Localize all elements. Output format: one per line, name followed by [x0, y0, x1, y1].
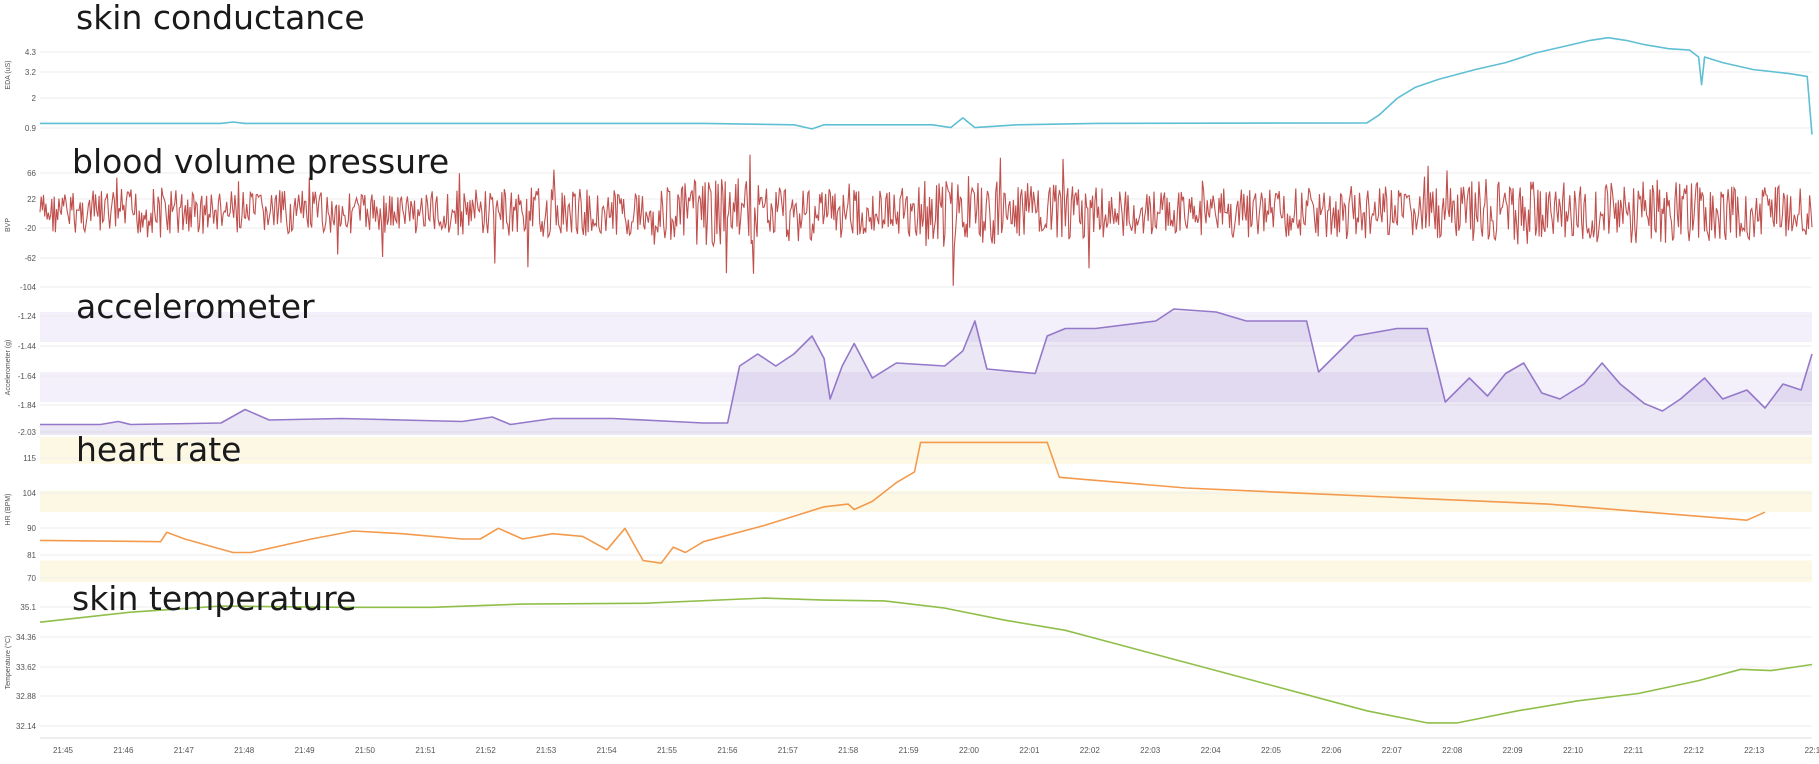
ytick-acc-1: -1.44	[18, 342, 37, 351]
xtick-6: 21:51	[415, 746, 436, 755]
xtick-16: 22:01	[1019, 746, 1040, 755]
xtick-24: 22:09	[1503, 746, 1524, 755]
xtick-12: 21:57	[778, 746, 799, 755]
xtick-22: 22:07	[1382, 746, 1403, 755]
ytick-eda-1: 3.2	[25, 68, 37, 77]
xtick-29: 22:14	[1805, 746, 1819, 755]
xtick-4: 21:49	[295, 746, 316, 755]
xtick-15: 22:00	[959, 746, 980, 755]
xtick-11: 21:56	[717, 746, 738, 755]
ytick-bvp-3: -62	[24, 254, 36, 263]
panel-title-acc: accelerometer	[76, 287, 315, 326]
ytick-eda-0: 4.3	[25, 48, 37, 57]
ytick-temp-3: 32.88	[16, 692, 37, 701]
xtick-17: 22:02	[1080, 746, 1101, 755]
xtick-2: 21:47	[174, 746, 195, 755]
xtick-9: 21:54	[597, 746, 618, 755]
band-acc-1	[40, 372, 1812, 402]
ytick-hr-2: 90	[27, 524, 36, 533]
xtick-13: 21:58	[838, 746, 859, 755]
ytick-temp-1: 34.36	[16, 633, 37, 642]
xtick-3: 21:48	[234, 746, 255, 755]
xtick-0: 21:45	[53, 746, 74, 755]
series-line-eda	[40, 36, 1813, 135]
ytick-eda-3: 0.9	[25, 124, 37, 133]
xtick-21: 22:06	[1321, 746, 1342, 755]
series-line-bvp	[39, 154, 1813, 286]
ytick-temp-2: 33.62	[16, 663, 37, 672]
panel-eda: 4.3 3.2 2 0.9 EDA (uS)	[5, 36, 1813, 135]
panel-acc: -1.24 -1.44 -1.64 -1.84 -2.03 Accelerometer (…	[5, 308, 1813, 437]
ytick-acc-2: -1.64	[18, 372, 37, 381]
band-acc-0	[40, 312, 1812, 342]
ytick-bvp-0: 66	[27, 169, 36, 178]
panel-title-eda: skin conductance	[76, 0, 365, 37]
band-hr-1	[40, 490, 1812, 513]
ytick-acc-4: -2.03	[18, 428, 37, 437]
ytick-bvp-1: 22	[27, 195, 36, 204]
xtick-10: 21:55	[657, 746, 678, 755]
ytick-hr-4: 70	[27, 574, 36, 583]
band-hr-2	[40, 560, 1812, 582]
xtick-18: 22:03	[1140, 746, 1161, 755]
ytick-hr-3: 81	[27, 551, 36, 560]
xtick-26: 22:11	[1624, 746, 1644, 755]
series-line-hr	[39, 441, 1766, 565]
ylabel-temp: Temperature (°C)	[4, 636, 12, 690]
ytick-acc-3: -1.84	[18, 401, 37, 410]
panel-bvp: 66 22 -20 -62 -104 BVP	[5, 154, 1813, 292]
xtick-7: 21:52	[476, 746, 497, 755]
ylabel-bvp: BVP	[5, 218, 12, 232]
series-area-acc	[40, 309, 1812, 435]
ytick-acc-0: -1.24	[18, 312, 37, 321]
x-axis: 21:45 21:46 21:47 21:48 21:49 21:50 21:51 21:52…	[40, 737, 1819, 755]
ytick-eda-2: 2	[32, 94, 37, 103]
xtick-8: 21:53	[536, 746, 557, 755]
panel-title-bvp: blood volume pressure	[72, 142, 449, 181]
xtick-23: 22:08	[1442, 746, 1463, 755]
xtick-28: 22:13	[1744, 746, 1765, 755]
xtick-14: 21:59	[899, 746, 920, 755]
ytick-hr-0: 115	[23, 454, 36, 463]
band-hr-0	[40, 437, 1812, 464]
ytick-hr-1: 104	[23, 489, 37, 498]
ylabel-hr: HR (BPM)	[5, 494, 12, 526]
panel-title-temp: skin temperature	[72, 579, 356, 618]
panel-hr: 115 104 90 81 70 HR (BPM)	[5, 437, 1812, 583]
ylabel-acc: Accelerometer (g)	[5, 340, 12, 396]
xtick-25: 22:10	[1563, 746, 1584, 755]
series-line-temp	[39, 597, 1813, 724]
xtick-19: 22:04	[1201, 746, 1222, 755]
xtick-1: 21:46	[113, 746, 134, 755]
ytick-bvp-4: -104	[20, 283, 37, 292]
series-line-acc	[40, 308, 1813, 426]
ytick-temp-0: 35.1	[20, 603, 36, 612]
panel-temp: 35.1 34.36 33.62 32.88 32.14 Temperature (°C)	[4, 597, 1813, 731]
ytick-temp-4: 32.14	[16, 722, 37, 731]
xtick-20: 22:05	[1261, 746, 1282, 755]
panel-title-hr: heart rate	[76, 430, 241, 469]
ytick-bvp-2: -20	[24, 224, 36, 233]
ylabel-eda: EDA (uS)	[5, 60, 12, 89]
xtick-5: 21:50	[355, 746, 376, 755]
xtick-27: 22:12	[1684, 746, 1705, 755]
